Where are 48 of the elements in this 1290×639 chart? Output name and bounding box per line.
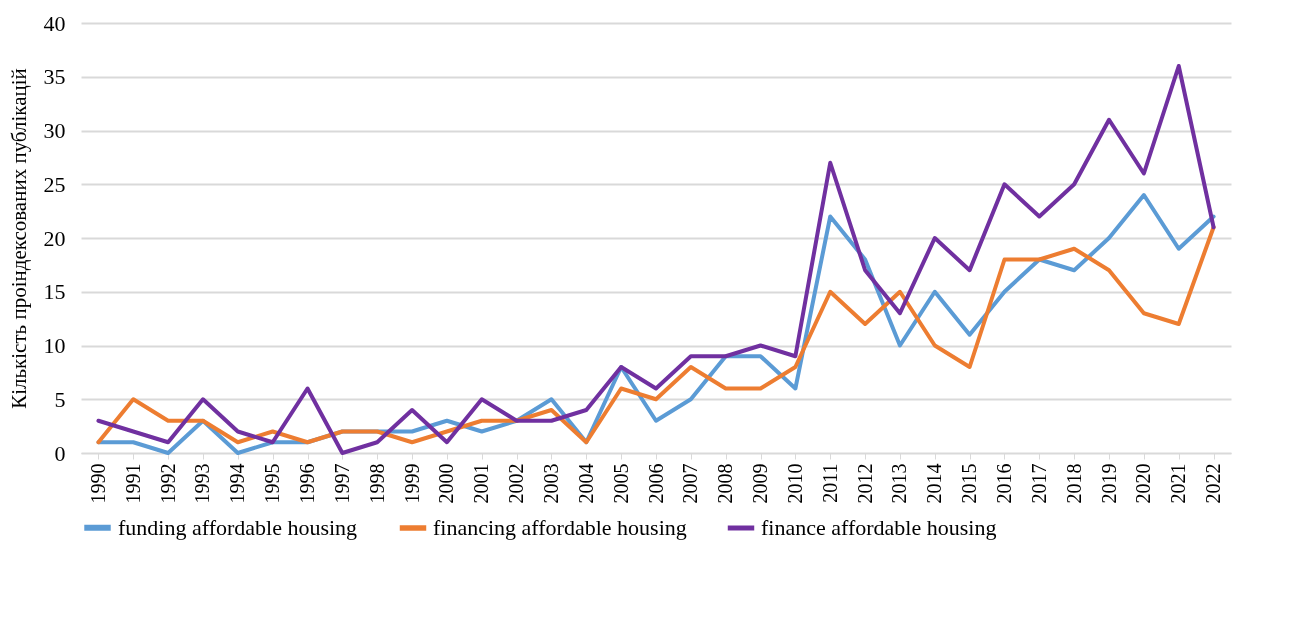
x-tick-label: 2001: [470, 463, 493, 504]
y-tick-label: 0: [54, 440, 66, 466]
x-tick-label: 2010: [783, 463, 806, 504]
x-tick-label: 2000: [435, 463, 458, 504]
x-tick-label: 2009: [749, 463, 772, 504]
x-tick-label: 2017: [1027, 463, 1050, 504]
x-tick-label: 1993: [191, 463, 214, 504]
x-tick-label: 2016: [992, 463, 1015, 504]
x-tick-label: 2002: [505, 463, 528, 504]
x-tick-label: 1994: [226, 463, 249, 504]
y-tick-label: 25: [43, 171, 66, 197]
x-tick-label: 2019: [1097, 463, 1120, 504]
line-series: [96, 64, 1216, 455]
y-tick-label: 15: [43, 279, 66, 305]
x-tick-label: 1996: [296, 463, 319, 504]
x-tick-label: 2021: [1167, 463, 1190, 504]
x-tick-label: 2008: [714, 463, 737, 504]
x-tick-label: 1991: [121, 463, 144, 504]
legend-label: finance affordable housing: [761, 515, 997, 540]
y-tick-label: 40: [43, 10, 66, 36]
x-tick-label: 1999: [400, 463, 423, 504]
y-tick-label: 5: [54, 386, 66, 412]
line-series: [96, 225, 1216, 445]
x-tick-label: 2003: [539, 463, 562, 504]
x-tick-label: 2006: [644, 463, 667, 504]
x-tick-label: 2012: [853, 463, 876, 504]
x-tick-label: 2007: [679, 463, 702, 504]
x-tick-label: 1998: [365, 463, 388, 504]
x-tick-label: 2011: [818, 463, 841, 503]
y-tick-label: 30: [43, 118, 66, 143]
x-tick-label: 2005: [609, 463, 632, 504]
x-tick-label: 2020: [1132, 463, 1155, 504]
y-tick-label: 20: [43, 225, 66, 251]
x-tick-label: 2015: [958, 463, 981, 504]
x-tick-label: 2018: [1062, 463, 1085, 504]
legend-label: funding affordable housing: [118, 514, 358, 540]
x-tick-label: 1990: [86, 463, 109, 504]
y-tick-label: 35: [43, 64, 66, 90]
x-tick-label: 1992: [156, 463, 179, 504]
x-tick-label: 1995: [261, 463, 284, 504]
y-axis-title: Кількість проіндексованих публікацій: [6, 68, 31, 409]
x-tick-label: 2022: [1202, 463, 1225, 504]
x-tick-label: 2004: [574, 463, 597, 504]
x-tick-label: 1997: [330, 463, 353, 504]
x-tick-label: 2013: [888, 463, 911, 504]
y-tick-label: 10: [43, 333, 66, 358]
x-tick-label: 2014: [923, 463, 946, 504]
legend-label: financing affordable housing: [433, 515, 687, 540]
